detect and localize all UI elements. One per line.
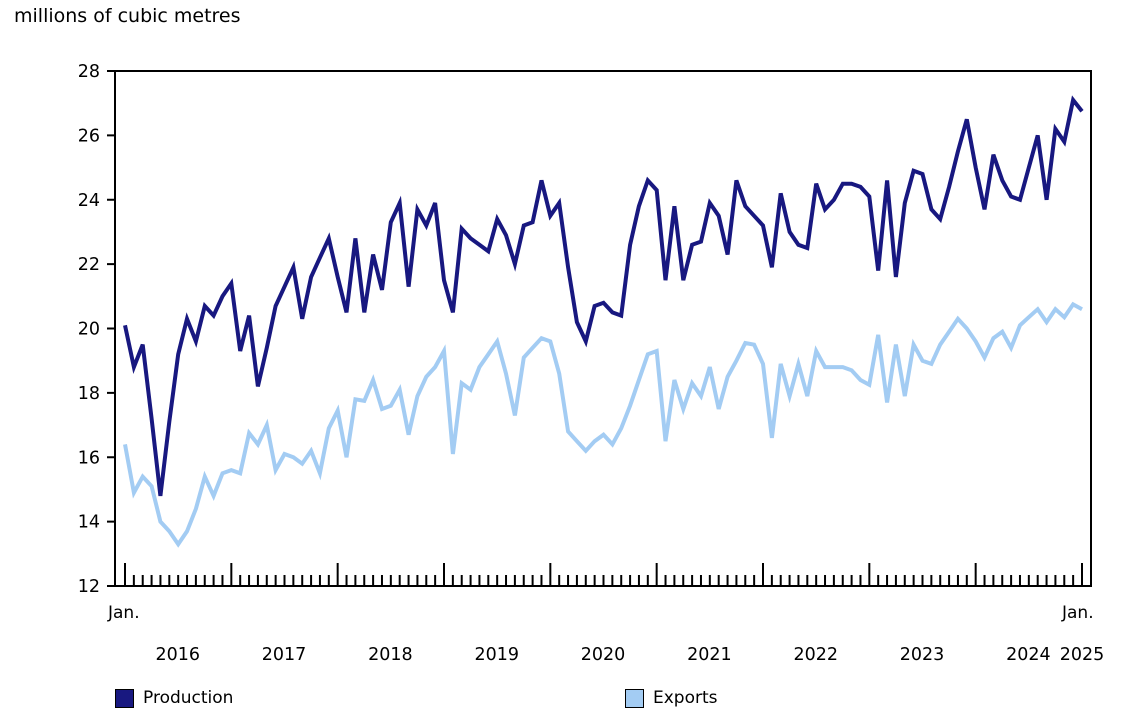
production-legend-label: Production — [143, 688, 234, 708]
x-axis-year-label: 2016 — [155, 645, 200, 665]
legend-item-exports: Exports — [625, 688, 718, 708]
x-axis-year-label: 2021 — [687, 645, 732, 665]
y-axis-tick-label: 26 — [78, 126, 100, 146]
series-line-production — [123, 95, 1084, 497]
chart-title: millions of cubic metres — [14, 5, 241, 27]
y-axis-tick-label: 18 — [78, 384, 100, 404]
y-axis-tick-label: 16 — [78, 448, 100, 468]
production-swatch — [115, 688, 134, 708]
x-axis-year-label: 2025 — [1060, 645, 1105, 665]
exports-swatch — [625, 688, 644, 708]
legend-item-production: Production — [115, 688, 233, 708]
y-axis-tick-label: 22 — [78, 255, 100, 275]
x-axis-year-label: 2023 — [900, 645, 945, 665]
x-axis-year-label: 2024 — [1006, 645, 1051, 665]
y-axis-tick-label: 14 — [78, 513, 100, 533]
y-axis-tick-label: 12 — [78, 577, 100, 597]
x-axis-year-label: 2017 — [262, 645, 307, 665]
x-axis-year-label: 2020 — [581, 645, 626, 665]
x-axis-year-label: 2018 — [368, 645, 413, 665]
x-axis-end-label: Jan. — [1062, 603, 1094, 623]
x-axis-start-label: Jan. — [108, 603, 140, 623]
y-axis-tick-label: 20 — [78, 320, 100, 340]
plot-border — [114, 70, 1092, 587]
y-axis-tick-label: 28 — [78, 62, 100, 82]
exports-legend-label: Exports — [653, 688, 718, 708]
x-axis-year-label: 2022 — [793, 645, 838, 665]
series-line-exports — [123, 301, 1083, 548]
y-axis-tick-label: 24 — [78, 191, 100, 211]
x-axis-year-label: 2019 — [474, 645, 519, 665]
